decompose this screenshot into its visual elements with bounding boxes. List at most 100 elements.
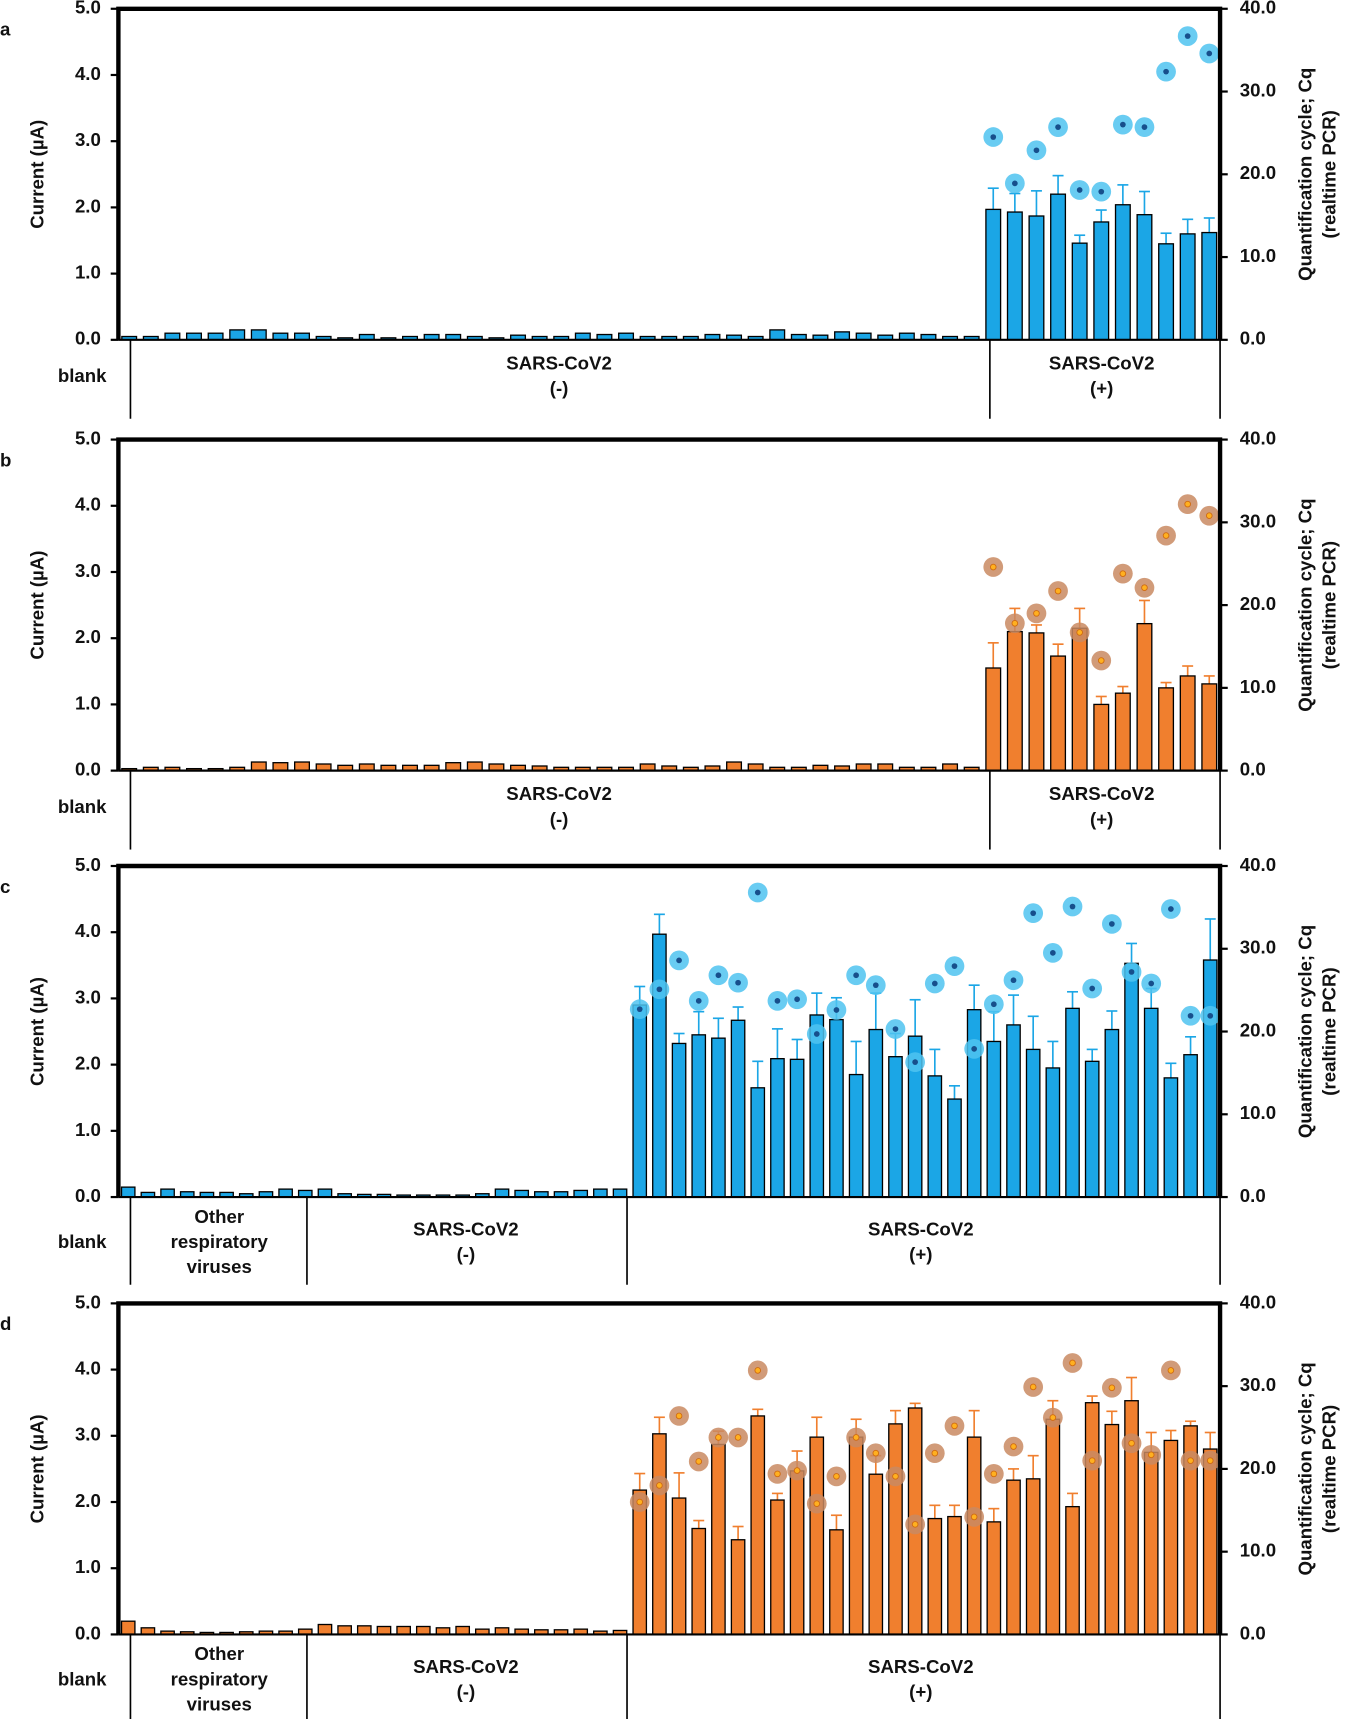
cq-point-core <box>1206 50 1213 57</box>
y-tick-label: 4.0 <box>75 1358 101 1379</box>
bar <box>1050 655 1067 772</box>
bar <box>966 1009 982 1198</box>
cq-point <box>924 1443 945 1464</box>
y-axis-title: Current (µA) <box>26 551 47 660</box>
bar <box>1065 1505 1080 1636</box>
cq-point <box>1023 1377 1044 1397</box>
y-tick-label: 5.0 <box>75 0 101 18</box>
cq-point <box>1004 173 1025 194</box>
y2-tick-label: 30.0 <box>1240 1374 1276 1395</box>
bar <box>1104 1423 1120 1636</box>
group-label: blank <box>58 796 107 817</box>
cq-point <box>728 972 748 993</box>
bar <box>1201 683 1218 772</box>
cq-point-core <box>872 982 879 989</box>
bar <box>455 1625 471 1636</box>
cq-point-core <box>1010 1443 1017 1450</box>
y2-tick-label: 0.0 <box>1240 1185 1266 1206</box>
cq-point <box>944 1416 965 1436</box>
y-tick-label: 3.0 <box>75 1424 101 1445</box>
cq-point-core <box>813 1500 821 1507</box>
bar <box>868 1473 884 1636</box>
bar <box>789 1058 805 1198</box>
bar <box>1158 687 1175 772</box>
cq-point <box>747 882 768 903</box>
cq-point <box>846 1427 866 1448</box>
cq-point-core <box>989 563 997 571</box>
y-tick-label: 0.0 <box>75 328 101 349</box>
bar <box>750 1087 766 1198</box>
cq-point <box>826 1466 847 1487</box>
bar <box>1093 703 1110 772</box>
y2-tick-label: 0.0 <box>1240 328 1266 349</box>
bar <box>1136 214 1153 341</box>
bar <box>652 1433 667 1636</box>
cq-point-core <box>971 1046 978 1052</box>
cq-point-core <box>1184 33 1191 39</box>
y-tick-label: 1.0 <box>75 1119 101 1140</box>
cq-point <box>669 950 689 971</box>
bar <box>593 1188 608 1198</box>
bar <box>829 1018 844 1198</box>
bar <box>1028 632 1045 772</box>
bar <box>711 1037 726 1198</box>
cq-point <box>1082 1450 1103 1471</box>
cq-point <box>1069 622 1090 643</box>
y2-axis-title: Quantification cycle; Cq <box>1295 499 1316 712</box>
group-label: blank <box>58 1231 107 1252</box>
cq-point-core <box>990 1001 997 1008</box>
bar <box>730 1539 746 1636</box>
bar <box>120 1186 136 1198</box>
group-label: SARS-CoV2 <box>868 1218 974 1239</box>
y-tick-label: 3.0 <box>75 560 101 581</box>
cq-point <box>1121 962 1142 982</box>
group-label: Other <box>194 1206 244 1227</box>
group-label: blank <box>58 365 107 386</box>
bar <box>1045 1067 1061 1198</box>
bar <box>1025 1048 1041 1198</box>
group-label: blank <box>58 1668 107 1689</box>
bar <box>1124 962 1139 1198</box>
cq-point <box>1004 613 1025 634</box>
y-tick-label: 0.0 <box>75 759 101 780</box>
panel-label: d <box>0 1313 11 1334</box>
cq-point <box>885 1019 906 1039</box>
bar <box>770 1499 785 1636</box>
bar <box>1104 1028 1120 1198</box>
cq-point <box>1200 1450 1221 1471</box>
cq-point-core <box>1119 570 1127 577</box>
cq-point <box>1069 180 1090 200</box>
cq-point <box>1134 577 1155 598</box>
cq-point <box>1141 973 1162 994</box>
bar <box>1071 627 1088 772</box>
cq-point <box>1180 1005 1201 1026</box>
cq-point <box>885 1466 906 1487</box>
bar <box>1065 1007 1080 1198</box>
cq-point <box>1102 914 1122 934</box>
cq-point-core <box>990 134 997 140</box>
cq-point <box>1177 26 1198 46</box>
cq-point-core <box>1128 969 1135 975</box>
cq-point-core <box>1108 1384 1116 1392</box>
cq-point <box>983 994 1004 1015</box>
cq-point-core <box>1049 1414 1057 1421</box>
cq-point-core <box>774 998 781 1004</box>
cq-point <box>1026 140 1047 161</box>
cq-point-core <box>852 1434 860 1441</box>
y2-axis-title: (realtime PCR) <box>1319 1405 1340 1533</box>
y-tick-label: 2.0 <box>75 1490 101 1511</box>
y-tick-label: 4.0 <box>75 63 101 84</box>
y2-tick-label: 20.0 <box>1240 1457 1276 1478</box>
y-tick-label: 1.0 <box>75 262 101 283</box>
cq-point-core <box>1076 629 1083 636</box>
cq-point-core <box>853 972 859 979</box>
bar <box>1163 1077 1179 1198</box>
cq-point <box>905 1052 926 1073</box>
cq-point-core <box>892 1473 899 1480</box>
cq-point <box>787 989 807 1010</box>
group-label: respiratory <box>171 1668 269 1689</box>
group-label: SARS-CoV2 <box>506 352 612 373</box>
cq-point-core <box>951 1422 958 1430</box>
group-label: respiratory <box>171 1231 269 1252</box>
bar <box>671 1042 687 1198</box>
